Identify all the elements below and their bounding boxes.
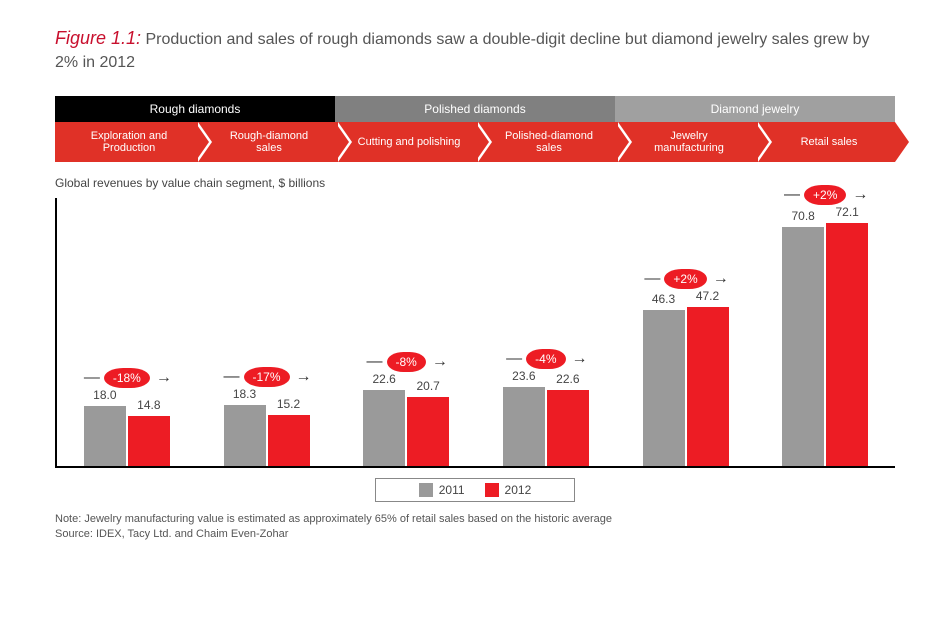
bar-value-label: 23.6 <box>503 369 545 383</box>
bar-b: 47.2 <box>687 307 729 466</box>
category-header: Polished diamonds <box>335 96 615 122</box>
bar-value-label: 18.0 <box>84 388 126 402</box>
legend-item-2012: 2012 <box>485 483 532 497</box>
bar-a: 18.3 <box>224 405 266 467</box>
arrow-left-icon: — <box>224 368 238 386</box>
figure-caption: Production and sales of rough diamonds s… <box>55 31 869 71</box>
arrow-left-icon: — <box>367 353 381 371</box>
footnotes: Note: Jewelry manufacturing value is est… <box>55 512 895 542</box>
arrow-right-icon: → <box>852 186 866 204</box>
delta-badge: +2% <box>664 269 706 289</box>
bar-value-label: 47.2 <box>687 289 729 303</box>
stage-chevron: Rough-diamond sales <box>195 122 335 162</box>
delta-annotation: — -8% → <box>336 352 476 372</box>
figure-container: Figure 1.1: Production and sales of roug… <box>0 0 950 562</box>
bar-group: — -18% → 18.014.8 <box>57 198 197 466</box>
arrow-right-icon: → <box>156 369 170 387</box>
bar-a: 18.0 <box>84 406 126 467</box>
footnote-source: Source: IDEX, Tacy Ltd. and Chaim Even-Z… <box>55 527 895 542</box>
bar-value-label: 15.2 <box>268 397 310 411</box>
chart-legend: 2011 2012 <box>375 478 575 502</box>
bar-value-label: 22.6 <box>547 372 589 386</box>
stage-chevron: Cutting and polishing <box>335 122 475 162</box>
bar-a: 23.6 <box>503 387 545 467</box>
figure-title: Figure 1.1: Production and sales of roug… <box>55 25 895 74</box>
arrow-right-icon: → <box>572 350 586 368</box>
legend-swatch-2012 <box>485 483 499 497</box>
arrow-left-icon: — <box>784 186 798 204</box>
bar-a: 70.8 <box>782 227 824 466</box>
bar-value-label: 70.8 <box>782 209 824 223</box>
legend-label-2011: 2011 <box>439 483 465 497</box>
legend-item-2011: 2011 <box>419 483 465 497</box>
stage-chevron: Retail sales <box>755 122 895 162</box>
bar-a: 22.6 <box>363 390 405 466</box>
delta-annotation: — +2% → <box>616 269 756 289</box>
category-header-row: Rough diamondsPolished diamondsDiamond j… <box>55 96 895 122</box>
bar-value-label: 14.8 <box>128 398 170 412</box>
arrow-left-icon: — <box>506 350 520 368</box>
category-header: Rough diamonds <box>55 96 335 122</box>
revenue-bar-chart: —-18%→18.014.8—-17%→18.315.2—-8%→22.620.… <box>55 198 895 468</box>
delta-annotation: — -4% → <box>476 349 616 369</box>
arrow-left-icon: — <box>84 369 98 387</box>
value-chain-stages: Exploration and ProductionRough-diamond … <box>55 122 895 162</box>
stage-chevron: Exploration and Production <box>55 122 195 162</box>
delta-annotation: — -17% → <box>197 367 337 387</box>
bar-b: 20.7 <box>407 397 449 467</box>
stage-chevron: Polished-diamond sales <box>475 122 615 162</box>
bar-value-label: 46.3 <box>643 292 685 306</box>
bar-value-label: 18.3 <box>224 387 266 401</box>
delta-annotation: — -18% → <box>57 368 197 388</box>
delta-badge: -17% <box>244 367 290 387</box>
legend-label-2012: 2012 <box>505 483 532 497</box>
bar-value-label: 72.1 <box>826 205 868 219</box>
arrow-right-icon: → <box>296 368 310 386</box>
delta-badge: -4% <box>526 349 565 369</box>
figure-label: Figure 1.1: <box>55 28 141 48</box>
bar-value-label: 22.6 <box>363 372 405 386</box>
bar-b: 22.6 <box>547 390 589 466</box>
delta-badge: -18% <box>104 368 150 388</box>
category-header: Diamond jewelry <box>615 96 895 122</box>
bar-a: 46.3 <box>643 310 685 466</box>
bar-group: — -17% → 18.315.2 <box>197 198 337 466</box>
bar-group: — -4% → 23.622.6 <box>476 198 616 466</box>
bar-b: 14.8 <box>128 416 170 466</box>
legend-swatch-2011 <box>419 483 433 497</box>
arrow-right-icon: → <box>713 270 727 288</box>
delta-annotation: — +2% → <box>755 185 895 205</box>
arrow-left-icon: — <box>644 270 658 288</box>
bar-b: 15.2 <box>268 415 310 466</box>
bar-group: — +2% → 46.347.2 <box>616 198 756 466</box>
bar-value-label: 20.7 <box>407 379 449 393</box>
footnote-note: Note: Jewelry manufacturing value is est… <box>55 512 895 527</box>
delta-badge: -8% <box>387 352 426 372</box>
delta-badge: +2% <box>804 185 846 205</box>
bar-b: 72.1 <box>826 223 868 466</box>
arrow-right-icon: → <box>432 353 446 371</box>
bar-group: —+2%→70.872.1 <box>755 198 895 466</box>
stage-chevron: Jewelry manufacturing <box>615 122 755 162</box>
bar-group: — -8% → 22.620.7 <box>336 198 476 466</box>
